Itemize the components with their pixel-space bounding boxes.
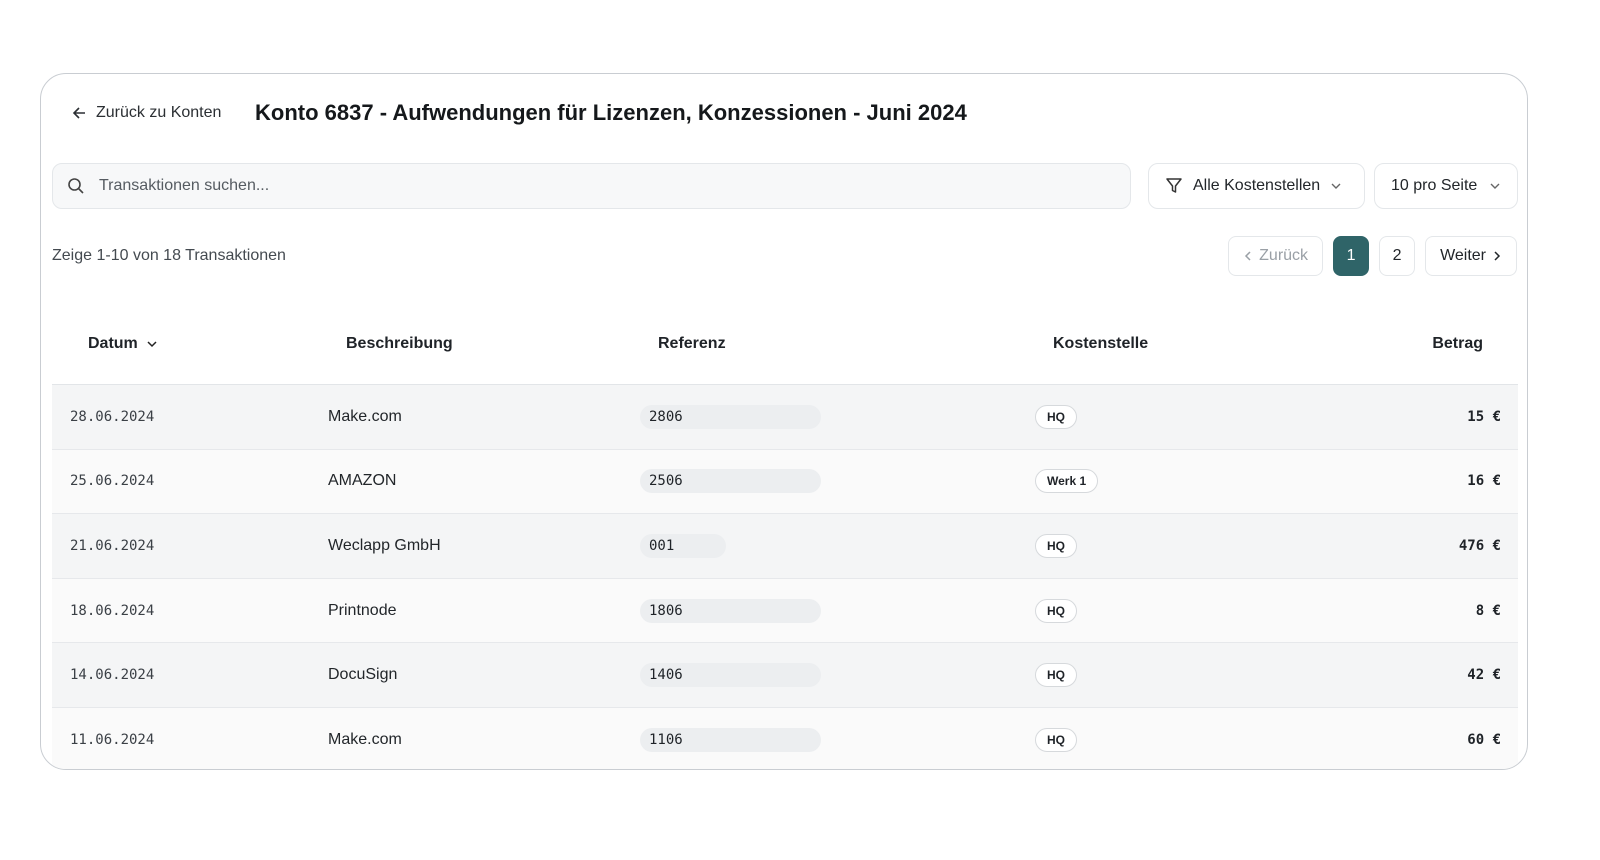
arrow-left-icon bbox=[72, 107, 85, 119]
description: DocuSign bbox=[328, 666, 398, 684]
amount: 476 € bbox=[1458, 537, 1501, 554]
sort-icon bbox=[147, 341, 157, 348]
column-header: Betrag bbox=[1432, 335, 1483, 352]
amount: 16 € bbox=[1467, 473, 1501, 490]
filter-select[interactable]: Alle Kostenstellen bbox=[1148, 163, 1365, 209]
back-text: Zurück zu Konten bbox=[96, 104, 222, 121]
description: Make.com bbox=[328, 407, 402, 425]
amount: 42 € bbox=[1467, 667, 1501, 684]
prev-text: Zurück bbox=[1259, 246, 1309, 264]
page-button[interactable]: 2 bbox=[1379, 235, 1416, 276]
date: 18.06.2024 bbox=[70, 602, 155, 619]
table-row: 21.06.2024 Weclapp GmbH 001 HQ 476 € bbox=[52, 514, 1518, 579]
back-link[interactable]: Zurück zu Konten bbox=[71, 104, 221, 122]
pagination: Zurück 1 2 Weiter bbox=[1228, 235, 1517, 276]
cost-center: HQ bbox=[1035, 404, 1077, 429]
card: Zurück zu Konten Konto 6837 - Aufwendung… bbox=[40, 73, 1528, 770]
prev-button[interactable]: Zurück bbox=[1228, 235, 1324, 276]
summary: Zeige 1-10 von 18 Transaktionen bbox=[52, 247, 286, 264]
reference: 2506 bbox=[640, 469, 821, 494]
chevron-left bbox=[1245, 250, 1251, 261]
table-row: 18.06.2024 Printnode 1806 HQ 8 € bbox=[52, 578, 1518, 644]
table-body: 28.06.2024 Make.com 2806 HQ 15 € 25.06.2024 AM… bbox=[52, 385, 1518, 769]
filter-icon bbox=[1166, 178, 1182, 193]
table-row: 28.06.2024 Make.com 2806 HQ 15 € bbox=[52, 385, 1518, 450]
reference: 2806 bbox=[640, 404, 821, 429]
search-placeholder: Transaktionen suchen... bbox=[99, 177, 270, 194]
date: 21.06.2024 bbox=[70, 537, 155, 554]
date: 14.06.2024 bbox=[70, 667, 155, 684]
date: 28.06.2024 bbox=[70, 408, 155, 425]
per-page-text: 10 pro Seite bbox=[1391, 177, 1478, 194]
page-title: Konto 6837 - Aufwendungen für Lizenzen, … bbox=[255, 100, 967, 125]
cost-center: HQ bbox=[1035, 533, 1077, 558]
column-header: Kostenstelle bbox=[1053, 335, 1149, 352]
cost-center: Werk 1 bbox=[1035, 469, 1099, 494]
chevron-right bbox=[1494, 250, 1501, 261]
amount: 15 € bbox=[1467, 408, 1501, 425]
description: Weclapp GmbH bbox=[328, 536, 441, 554]
filter-text: Alle Kostenstellen bbox=[1193, 177, 1321, 194]
column-header: Datum bbox=[88, 335, 138, 352]
reference: 1106 bbox=[640, 727, 821, 752]
amount: 60 € bbox=[1467, 731, 1501, 748]
cost-center: HQ bbox=[1035, 663, 1077, 688]
table-row: 14.06.2024 DocuSign 1406 HQ 42 € bbox=[52, 643, 1518, 708]
chevron-down bbox=[1331, 183, 1341, 189]
reference: 001 bbox=[640, 533, 727, 558]
search-icon bbox=[68, 178, 84, 194]
reference: 1406 bbox=[640, 663, 821, 688]
description: Make.com bbox=[328, 730, 402, 748]
next-text: Weiter bbox=[1440, 246, 1486, 264]
date: 11.06.2024 bbox=[70, 731, 155, 748]
description: AMAZON bbox=[328, 472, 397, 490]
column-header: Referenz bbox=[658, 335, 726, 352]
table-row: 25.06.2024 AMAZON 2506 Werk 1 16 € bbox=[52, 449, 1518, 515]
date: 25.06.2024 bbox=[70, 473, 155, 490]
page-button[interactable]: 1 bbox=[1333, 235, 1370, 276]
chevron-down bbox=[1490, 183, 1500, 189]
column-header: Beschreibung bbox=[346, 335, 453, 352]
reference: 1806 bbox=[640, 598, 821, 623]
cost-center: HQ bbox=[1035, 598, 1077, 623]
table-row: 11.06.2024 Make.com 1106 HQ 60 € bbox=[52, 707, 1518, 769]
per-page-select[interactable]: 10 pro Seite bbox=[1374, 163, 1518, 209]
amount: 8 € bbox=[1475, 602, 1501, 619]
next-button[interactable]: Weiter bbox=[1425, 235, 1517, 276]
sort-header[interactable]: Datum bbox=[88, 335, 158, 353]
table-header: Datum Beschreibung Referenz Kostenstelle… bbox=[52, 305, 1518, 385]
cost-center: HQ bbox=[1035, 727, 1077, 752]
description: Printnode bbox=[328, 601, 397, 619]
search-box[interactable]: Transaktionen suchen... bbox=[52, 163, 1131, 209]
